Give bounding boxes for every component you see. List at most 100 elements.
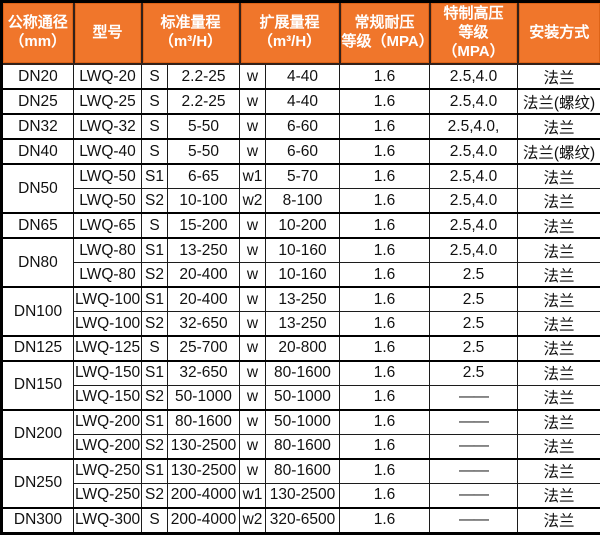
cell-model: LWQ-200 (73, 433, 142, 460)
cell-normal-pressure: 1.6 (339, 88, 430, 115)
header-standard-range: 标准量程 （m³/H） (140, 0, 241, 66)
cell-high-pressure: —— (429, 408, 518, 435)
table-row: DN25 LWQ-25 S 2.2-25 w 4-40 1.6 2.5,4.0 … (1, 88, 600, 115)
cell-extended-range: 80-1600 (265, 433, 340, 460)
cell-s-code: S1 (141, 237, 168, 264)
cell-high-pressure: —— (429, 506, 518, 534)
header-nominal-diameter: 公称通径 （mm） (0, 0, 75, 66)
cell-extended-range: 5-70 (265, 163, 340, 190)
cell-installation: 法兰 (517, 506, 600, 534)
cell-s-code: S2 (141, 482, 168, 509)
cell-installation: 法兰 (517, 384, 600, 411)
cell-high-pressure: 2.5,4.0, (429, 113, 518, 140)
cell-s-code: S1 (141, 163, 168, 190)
cell-model: LWQ-300 (73, 506, 142, 534)
cell-w-code: w (239, 457, 266, 484)
table-row: DN40 LWQ-40 S 5-50 w 6-60 1.6 2.5,4.0 法兰… (1, 138, 600, 165)
cell-model: LWQ-80 (73, 237, 142, 264)
cell-model: LWQ-150 (73, 359, 142, 386)
cell-standard-range: 80-1600 (167, 408, 240, 435)
cell-normal-pressure: 1.6 (339, 138, 430, 165)
cell-normal-pressure: 1.6 (339, 163, 430, 190)
cell-s-code: S (141, 334, 168, 362)
cell-s-code: S2 (141, 262, 168, 288)
cell-extended-range: 50-1000 (265, 384, 340, 411)
cell-installation: 法兰 (517, 113, 600, 140)
cell-dn: DN200 (1, 408, 74, 460)
cell-dn: DN20 (1, 63, 74, 90)
cell-high-pressure: —— (429, 384, 518, 411)
cell-w-code: w (239, 113, 266, 140)
cell-s-code: S (141, 506, 168, 534)
cell-high-pressure: —— (429, 457, 518, 484)
cell-standard-range: 20-400 (167, 262, 240, 288)
cell-installation: 法兰 (517, 212, 600, 239)
cell-s-code: S2 (141, 188, 168, 214)
cell-high-pressure: —— (429, 482, 518, 509)
table-body: DN20 LWQ-20 S 2.2-25 w 4-40 1.6 2.5,4.0 … (1, 63, 600, 534)
cell-dn: DN80 (1, 237, 74, 288)
cell-dn: DN65 (1, 212, 74, 239)
cell-high-pressure: 2.5,4.0 (429, 163, 518, 190)
table-row: DN200 LWQ-200 S1 80-1600 w 50-1000 1.6 —… (1, 408, 600, 460)
cell-installation: 法兰 (517, 163, 600, 190)
table-row: DN300 LWQ-300 S 200-4000 w2 320-6500 1.6… (1, 506, 600, 534)
cell-normal-pressure: 1.6 (339, 311, 430, 337)
cell-extended-range: 10-200 (265, 212, 340, 239)
cell-standard-range: 130-2500 (167, 457, 240, 484)
cell-w-code: w (239, 433, 266, 460)
cell-extended-range: 4-40 (265, 63, 340, 90)
header-extended-range: 扩展量程 （m³/H） (238, 0, 341, 66)
cell-high-pressure: 2.5,4.0 (429, 138, 518, 165)
cell-normal-pressure: 1.6 (339, 506, 430, 534)
cell-installation: 法兰 (517, 482, 600, 509)
cell-standard-range: 2.2-25 (167, 88, 240, 115)
cell-installation: 法兰 (517, 311, 600, 337)
header-high-pressure: 特制高压 等级（MPA） (428, 0, 519, 66)
cell-standard-range: 20-400 (167, 286, 240, 313)
cell-high-pressure: 2.5,4.0 (429, 88, 518, 115)
cell-normal-pressure: 1.6 (339, 188, 430, 214)
cell-high-pressure: 2.5,4.0 (429, 188, 518, 214)
cell-s-code: S2 (141, 311, 168, 337)
cell-installation: 法兰 (517, 457, 600, 484)
cell-s-code: S (141, 63, 168, 90)
cell-high-pressure: 2.5 (429, 286, 518, 313)
table-row: DN150 LWQ-150 S1 32-650 w 80-1600 1.6 2.… (1, 359, 600, 411)
cell-normal-pressure: 1.6 (339, 482, 430, 509)
cell-standard-range: 25-700 (167, 334, 240, 362)
cell-dn: DN125 (1, 334, 74, 362)
cell-model: LWQ-50 (73, 163, 142, 190)
cell-high-pressure: 2.5 (429, 311, 518, 337)
cell-normal-pressure: 1.6 (339, 113, 430, 140)
cell-model: LWQ-125 (73, 334, 142, 362)
cell-w-code: w (239, 359, 266, 386)
cell-dn: DN40 (1, 138, 74, 165)
cell-extended-range: 13-250 (265, 311, 340, 337)
cell-dn: DN50 (1, 163, 74, 214)
table-row: LWQ-250 S2 200-4000 w1 130-2500 1.6 —— 法… (2, 482, 600, 509)
cell-dn: DN300 (1, 506, 74, 534)
cell-s-code: S (141, 138, 168, 165)
cell-w-code: w (239, 237, 266, 264)
cell-normal-pressure: 1.6 (339, 359, 430, 386)
cell-w-code: w2 (239, 188, 266, 214)
cell-s-code: S (141, 88, 168, 115)
cell-installation: 法兰 (517, 286, 600, 313)
header-installation: 安装方式 (516, 0, 600, 66)
cell-w-code: w (239, 311, 266, 337)
cell-normal-pressure: 1.6 (339, 433, 430, 460)
table-row: DN32 LWQ-32 S 5-50 w 6-60 1.6 2.5,4.0, 法… (1, 113, 600, 140)
cell-s-code: S1 (141, 408, 168, 435)
cell-installation: 法兰 (517, 188, 600, 214)
cell-high-pressure: —— (429, 433, 518, 460)
header-model: 型号 (72, 0, 143, 66)
cell-normal-pressure: 1.6 (339, 262, 430, 288)
cell-extended-range: 20-800 (265, 334, 340, 362)
cell-s-code: S1 (141, 286, 168, 313)
cell-normal-pressure: 1.6 (339, 334, 430, 362)
cell-standard-range: 200-4000 (167, 482, 240, 509)
table-row: LWQ-150 S2 50-1000 w 50-1000 1.6 —— 法兰 (2, 384, 600, 411)
cell-extended-range: 130-2500 (265, 482, 340, 509)
